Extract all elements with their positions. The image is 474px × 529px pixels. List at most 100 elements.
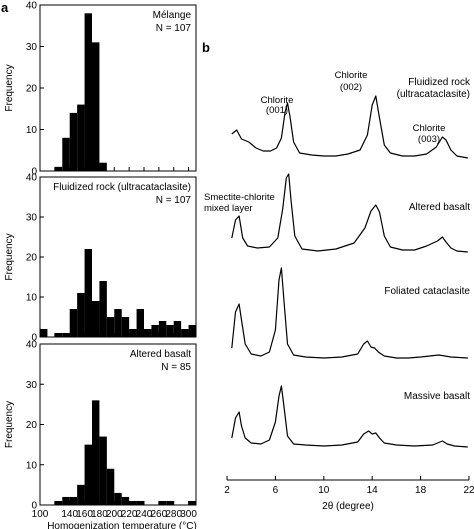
histogram-bar — [158, 500, 167, 505]
x-tick-label: 260 — [151, 509, 168, 520]
y-tick-label: 30 — [26, 213, 38, 224]
sample-label: (ultracataclasite) — [397, 89, 470, 100]
y-tick-label: 0 — [31, 501, 37, 512]
x-tick-label: 18 — [415, 485, 427, 496]
y-axis-label: Frequency — [4, 401, 15, 448]
peak-annotation: (003) — [418, 134, 440, 145]
histogram-bar — [188, 500, 196, 505]
peak-annotation: Chlorite — [335, 70, 368, 81]
sample-label: Fluidized rock — [408, 77, 471, 88]
histogram-fluidized-rock: 0 10 20 30 40 Frequency Fluidized rock (ultrac… — [4, 173, 197, 344]
peak-annotation: (001) — [266, 105, 288, 116]
y-tick-label: 10 — [26, 293, 38, 304]
histogram-bar — [188, 325, 196, 337]
y-tick-label: 20 — [26, 253, 38, 264]
y-tick-label: 40 — [26, 173, 38, 184]
y-tick-label: 10 — [26, 125, 38, 136]
histogram-bar — [99, 162, 107, 171]
sample-label: Foliated cataclasite — [384, 286, 470, 297]
histogram-bar — [99, 436, 107, 505]
x-tick-label: 10 — [318, 485, 330, 496]
sample-count: N = 107 — [156, 195, 192, 206]
x-tick-label: 22 — [463, 485, 474, 496]
xrd-trace — [231, 95, 468, 159]
histogram-bar — [84, 249, 92, 337]
histogram-bar — [54, 500, 63, 505]
x-tick-label: 280 — [165, 509, 182, 520]
histogram-bar — [84, 13, 92, 171]
histogram-bar — [40, 329, 48, 337]
histogram-bar — [129, 500, 137, 505]
histogram-bar — [136, 500, 144, 505]
peak-annotation: mixed layer — [204, 203, 253, 214]
histogram-bar — [106, 317, 115, 337]
histogram-bar — [136, 309, 144, 337]
peak-annotation: Smectite-chlorite — [204, 192, 275, 203]
histogram-bar — [77, 293, 85, 337]
sample-label: Massive basalt — [404, 391, 470, 402]
x-tick-label: 160 — [76, 509, 93, 520]
histogram-bar — [84, 444, 92, 505]
x-axis-label: 2θ (degree) — [322, 501, 374, 512]
x-tick-label: 140 — [61, 509, 78, 520]
y-tick-label: 0 — [31, 167, 37, 178]
histogram-bar — [114, 309, 122, 337]
histogram-bar — [166, 500, 174, 505]
histogram-bar — [181, 329, 189, 337]
sample-count: N = 85 — [161, 362, 191, 373]
y-tick-label: 0 — [31, 333, 37, 344]
histogram-title: Fluidized rock (ultracataclasite) — [53, 182, 191, 193]
x-tick-label: 300 — [180, 509, 197, 520]
peak-annotation: Chlorite — [261, 95, 294, 106]
x-tick-label: 14 — [367, 485, 379, 496]
histogram-bar — [69, 496, 78, 505]
y-tick-label: 20 — [26, 420, 38, 431]
x-tick-label: 100 — [32, 509, 49, 520]
histogram-bar — [69, 309, 78, 337]
histogram-bar — [92, 42, 100, 171]
xrd-patterns: 2 6 10 14 18 22 2θ (degree) Fluidized rock(ultr… — [204, 70, 474, 512]
x-axis-label: Homogenization temperature (°C) — [47, 521, 197, 529]
histogram-bar — [62, 496, 70, 505]
histogram-bar — [62, 333, 70, 337]
histogram-bar — [158, 321, 167, 337]
peak-annotation: (002) — [340, 82, 362, 93]
histogram-bar — [77, 104, 85, 171]
histogram-bar — [77, 484, 85, 505]
histogram-title: Mélange — [153, 10, 192, 21]
histogram-bar — [54, 333, 63, 337]
y-tick-label: 20 — [26, 84, 38, 95]
y-tick-label: 30 — [26, 42, 38, 53]
xrd-trace — [231, 173, 468, 253]
histogram-bar — [106, 468, 115, 505]
y-tick-label: 30 — [26, 380, 38, 391]
histogram-bar — [114, 492, 122, 505]
y-axis-label: Frequency — [4, 233, 15, 280]
histogram-bar — [121, 317, 130, 337]
histogram-bar — [92, 400, 100, 505]
sample-count: N = 107 — [156, 23, 192, 34]
histogram-bar — [54, 166, 63, 171]
x-tick-label: 220 — [121, 509, 138, 520]
y-axis-label: Frequency — [4, 64, 15, 111]
y-tick-label: 10 — [26, 460, 38, 471]
xrd-trace — [231, 267, 468, 359]
panel-a-letter: a — [1, 0, 9, 15]
histogram-bar — [173, 321, 182, 337]
panel-b-letter: b — [202, 40, 210, 55]
y-tick-label: 40 — [26, 1, 38, 12]
sample-label: Altered basalt — [409, 202, 470, 213]
histogram-bar — [121, 496, 130, 505]
histogram-bar — [99, 281, 107, 337]
histogram-title: Altered basalt — [130, 349, 191, 360]
histogram-bar — [151, 325, 159, 337]
x-tick-label: 240 — [136, 509, 153, 520]
histogram-melange: 0 10 20 30 40 Frequency Mélange N = 107 — [4, 1, 197, 178]
histogram-bar — [129, 329, 137, 337]
histogram-bar — [62, 137, 70, 171]
histogram-bar — [69, 112, 78, 171]
y-tick-label: 40 — [26, 340, 38, 351]
x-tick-label: 180 — [91, 509, 108, 520]
x-tick-label: 200 — [106, 509, 123, 520]
